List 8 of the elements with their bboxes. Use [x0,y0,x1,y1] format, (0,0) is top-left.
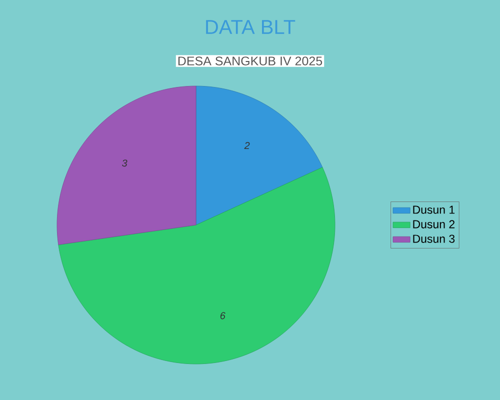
data-label: 6 [220,312,226,320]
legend-label: Dusun 2 [413,220,455,228]
data-label: 2 [244,142,250,149]
chart-title: DATA BLT [206,20,296,34]
data-label: 3 [122,160,128,167]
legend-label: Dusun 3 [413,234,455,243]
chart-subtitle: DESA SANGKUB IV 2025 [178,56,322,66]
legend-label: Dusun 1 [413,206,455,214]
